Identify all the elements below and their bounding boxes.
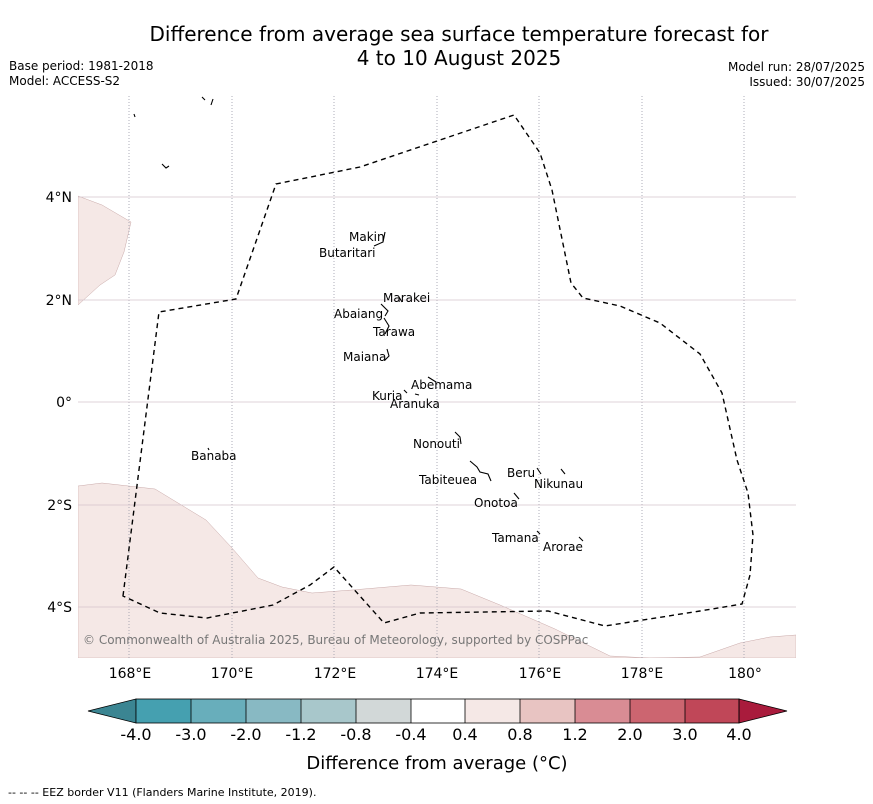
colorbar-tick-label: 2.0 [617,725,642,744]
colorbar-tick-labels: -4.0 -3.0 -2.0 -1.2 -0.8 -0.4 0.4 0.8 1.… [120,725,751,744]
run-info: Model run: 28/07/2025 Issued: 30/07/2025 [728,60,865,90]
colorbar-tick-label: 3.0 [672,725,697,744]
island-label-makin: Makin [349,230,385,244]
island-label-beru: Beru [507,466,535,480]
island-labels: Makin Butaritari Marakei Abaiang Tarawa … [191,230,583,554]
lon-tick-176e: 176°E [519,666,562,682]
lon-tick-170e: 170°E [211,666,254,682]
base-period-label: Base period: 1981-2018 [9,59,154,73]
colorbar-tick-label: 0.4 [452,725,477,744]
lat-gridlines [78,196,796,608]
lon-tick-180: 180° [728,666,762,682]
lon-tick-labels: 168°E 170°E 172°E 174°E 176°E 178°E 180° [109,666,762,682]
island-label-tamana: Tamana [491,531,539,545]
colorbar-segment-8 [520,699,575,723]
island-label-abaiang: Abaiang [334,307,383,321]
colorbar-tick-label: -0.8 [340,725,371,744]
base-info: Base period: 1981-2018 Model: ACCESS-S2 [9,59,154,89]
island-label-banaba: Banaba [191,449,237,463]
colorbar-segment-5 [356,699,411,723]
colorbar-tick-label: -2.0 [230,725,261,744]
colorbar-tick-label: 0.8 [507,725,532,744]
title-line-1: Difference from average sea surface temp… [149,22,769,46]
colorbar-segment-3 [246,699,301,723]
lat-tick-2s: 2°S [47,498,72,514]
eez-footnote: -- -- -- EEZ border V11 (Flanders Marine… [8,786,317,799]
island-label-butaritari: Butaritari [319,246,376,260]
lon-tick-178e: 178°E [621,666,664,682]
colorbar-segment-11 [685,699,739,723]
colorbar-high-extend [738,698,788,724]
colorbar-segment-6 [411,699,465,723]
model-run-label: Model run: 28/07/2025 [727,60,865,74]
island-label-maiana: Maiana [343,350,386,364]
colorbar-tick-label: -3.0 [175,725,206,744]
island-label-nonouti: Nonouti [413,437,460,451]
colorbar-tick-label: 4.0 [726,725,751,744]
lat-tick-labels: 4°N 2°N 0° 2°S 4°S [46,190,73,616]
colorbar-segment-7 [465,699,520,723]
island-label-tarawa: Tarawa [372,325,415,339]
issued-label: Issued: 30/07/2025 [749,75,865,89]
lon-tick-172e: 172°E [314,666,357,682]
lon-tick-168e: 168°E [109,666,152,682]
island-outlines [133,96,584,542]
lat-tick-2n: 2°N [46,293,72,309]
colorbar: -4.0 -3.0 -2.0 -1.2 -0.8 -0.4 0.4 0.8 1.… [87,698,788,774]
anomaly-area-south [78,482,796,658]
colorbar-tick-label: 1.2 [562,725,587,744]
colorbar-segment-2 [191,699,246,723]
colorbar-tick-label: -1.2 [285,725,316,744]
lat-tick-4s: 4°S [47,600,72,616]
colorbar-title: Difference from average (°C) [306,753,567,774]
lon-tick-174e: 174°E [416,666,459,682]
title-line-2: 4 to 10 August 2025 [356,46,562,70]
colorbar-segment-4 [301,699,356,723]
colorbar-segment-10 [630,699,685,723]
lat-tick-0: 0° [56,395,72,411]
island-label-marakei: Marakei [383,291,430,305]
colorbar-tick-label: -0.4 [395,725,426,744]
island-label-aranuka: Aranuka [390,397,440,411]
island-label-kuria: Kuria [372,389,403,403]
model-label: Model: ACCESS-S2 [9,74,121,88]
map-body: Makin Butaritari Marakei Abaiang Tarawa … [78,96,796,658]
lon-gridlines [128,96,745,658]
island-label-arorae: Arorae [543,540,583,554]
colorbar-low-extend [87,698,137,724]
island-label-abemama: Abemama [411,378,472,392]
island-label-nikunau: Nikunau [534,477,583,491]
colorbar-segment-9 [575,699,630,723]
map-title: Difference from average sea surface temp… [0,22,873,70]
anomaly-area-northwest [78,195,132,306]
colorbar-segment-1 [136,699,191,723]
lat-tick-4n: 4°N [46,190,72,206]
island-label-onotoa: Onotoa [474,496,518,510]
island-label-tabiteuea: Tabiteuea [418,473,477,487]
copyright-notice: © Commonwealth of Australia 2025, Bureau… [83,633,588,647]
colorbar-tick-label: -4.0 [120,725,151,744]
